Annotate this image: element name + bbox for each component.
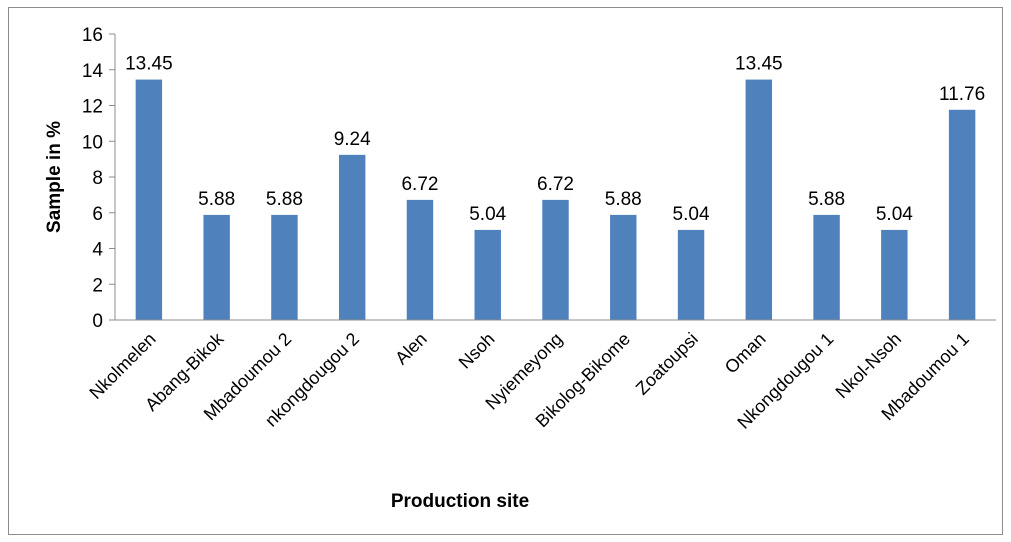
bar xyxy=(881,229,908,320)
bar xyxy=(135,79,163,320)
y-tick-label: 12 xyxy=(82,97,103,118)
data-label: 13.45 xyxy=(735,54,783,75)
x-axis-title: Production site xyxy=(391,491,529,512)
bars xyxy=(135,79,976,320)
y-tick-label: 6 xyxy=(92,204,103,225)
bar xyxy=(677,229,705,320)
y-axis-title: Sample in % xyxy=(44,121,65,233)
y-tick-label: 0 xyxy=(92,311,103,332)
x-tick-label: Alen xyxy=(391,329,431,369)
y-tick-label: 2 xyxy=(92,275,103,296)
data-label: 5.88 xyxy=(198,189,235,210)
data-label: 5.04 xyxy=(469,204,506,225)
bar xyxy=(474,229,501,320)
y-axis-ticks: 0 2 4 6 8 10 12 14 16 xyxy=(82,25,115,332)
y-tick-label: 16 xyxy=(82,25,103,46)
data-label: 5.04 xyxy=(876,204,913,225)
y-tick-label: 4 xyxy=(92,240,103,261)
y-tick-label: 8 xyxy=(92,168,103,189)
data-label: 5.88 xyxy=(266,189,303,210)
data-label: 6.72 xyxy=(537,174,574,195)
data-label: 9.24 xyxy=(334,129,371,150)
data-label: 5.04 xyxy=(673,204,710,225)
bar xyxy=(745,79,773,320)
bar xyxy=(271,214,298,320)
x-tick-label: Nsoh xyxy=(455,329,499,373)
data-label: 11.76 xyxy=(939,84,985,105)
x-tick-label: Nkolmelen xyxy=(85,329,159,403)
bar xyxy=(338,154,366,320)
x-tick-label: Nkol-Nsoh xyxy=(832,329,906,403)
data-label: 5.88 xyxy=(808,189,845,210)
data-label: 6.72 xyxy=(401,174,438,195)
data-labels: 13.45 5.88 5.88 9.24 6.72 5.04 6.72 5.88 5.04 13.… xyxy=(125,54,985,225)
x-tick-label: Zoatoupsi xyxy=(632,329,702,399)
data-label: 13.45 xyxy=(125,54,173,75)
bar xyxy=(406,199,434,320)
bar xyxy=(948,109,976,320)
bar xyxy=(203,214,230,320)
bar xyxy=(813,214,840,320)
bar xyxy=(610,214,637,320)
x-tick-label: Oman xyxy=(721,329,770,378)
data-label: 5.88 xyxy=(605,189,642,210)
bar xyxy=(542,199,569,320)
y-tick-label: 10 xyxy=(82,132,103,153)
y-tick-label: 14 xyxy=(82,61,104,82)
